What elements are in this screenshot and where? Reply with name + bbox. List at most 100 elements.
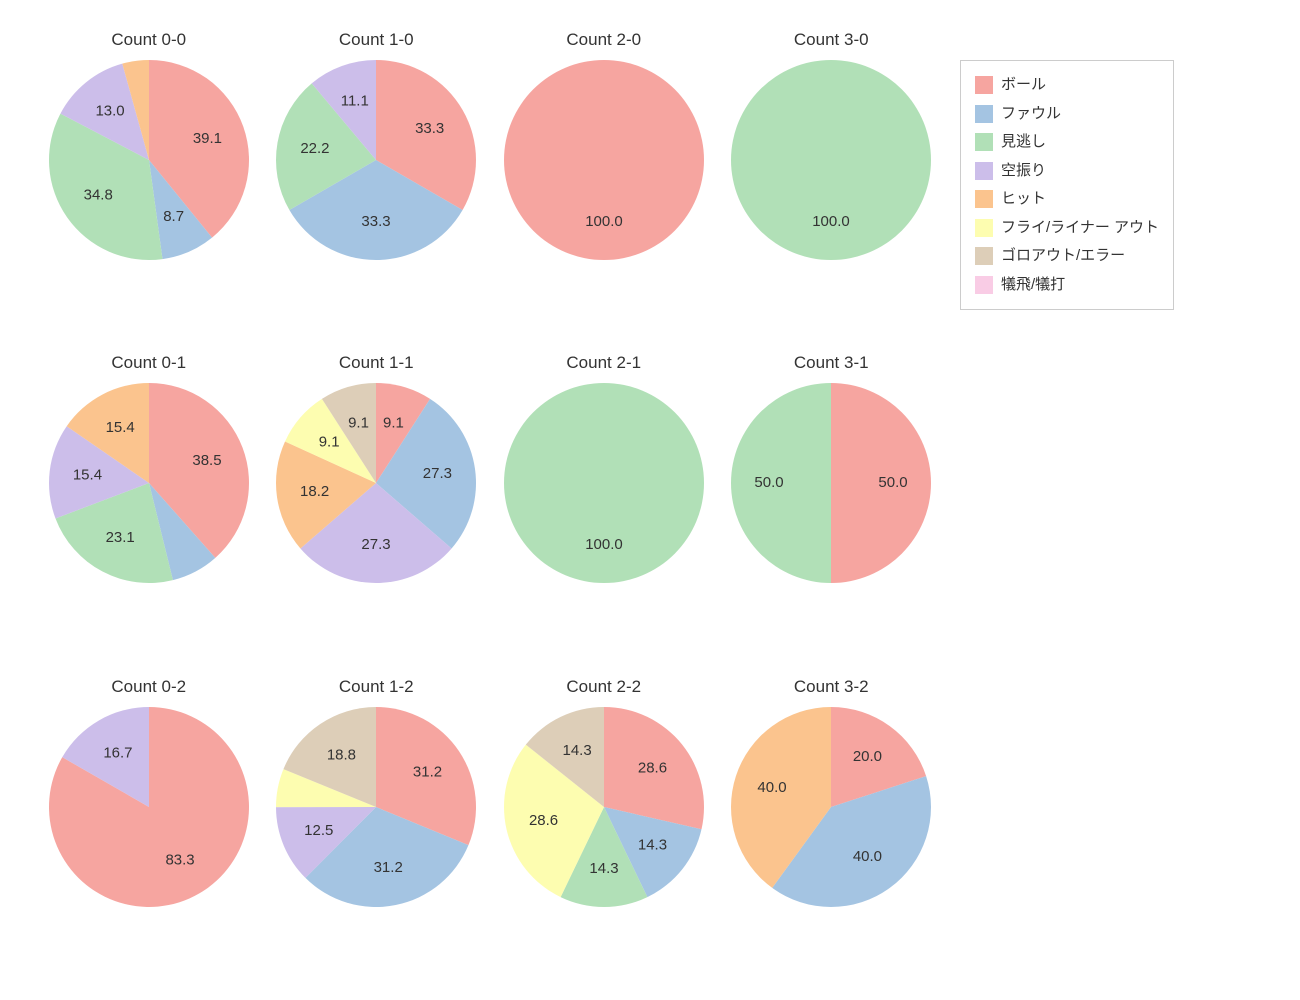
pie-chart: 100.0	[731, 60, 931, 260]
pie-panel: Count 0-283.316.7	[40, 667, 258, 980]
slice-label: 100.0	[812, 213, 850, 230]
legend-label: ヒット	[1001, 185, 1046, 214]
slice-label: 14.3	[589, 860, 618, 877]
legend-row: ヒット	[975, 185, 1159, 214]
pie-chart: 100.0	[504, 60, 704, 260]
slice-label: 27.3	[362, 536, 391, 553]
pie-chart: 39.1 8.7 34.8 13.0	[49, 60, 249, 260]
slice-label: 28.6	[638, 759, 667, 776]
pie-wrap: 100.0	[731, 60, 931, 260]
slice-label: 15.4	[105, 419, 134, 436]
legend-row: ボール	[975, 71, 1159, 100]
legend-label: 犠飛/犠打	[1001, 271, 1065, 300]
pie-wrap: 20.0 40.0 40.0	[731, 707, 931, 907]
slice-label: 50.0	[755, 474, 784, 491]
legend-swatch	[975, 162, 993, 180]
slice-label: 40.0	[853, 848, 882, 865]
panel-title: Count 2-1	[566, 353, 641, 373]
legend-swatch	[975, 276, 993, 294]
slice-label: 11.1	[341, 93, 369, 110]
legend-label: フライ/ライナー アウト	[1001, 214, 1159, 243]
legend-swatch	[975, 190, 993, 208]
legend-label: 空振り	[1001, 157, 1046, 186]
pie-panel: Count 3-220.040.040.0	[723, 667, 941, 980]
panel-title: Count 0-1	[111, 353, 186, 373]
pie-wrap: 39.1 8.7 34.8 13.0	[49, 60, 249, 260]
pie-panel: Count 2-0 100.0	[495, 20, 713, 333]
legend-row: 見逃し	[975, 128, 1159, 157]
pie-chart: 100.0	[504, 383, 704, 583]
slice-label: 16.7	[103, 744, 132, 761]
legend-label: ゴロアウト/エラー	[1001, 242, 1125, 271]
pie-panel: Count 3-0 100.0	[723, 20, 941, 333]
slice-label: 20.0	[853, 747, 882, 764]
slice-label: 22.2	[301, 140, 330, 157]
slice-label: 83.3	[165, 851, 194, 868]
pie-panel: Count 0-1 38.5 23.1 15.4 15.4	[40, 343, 258, 656]
slice-label: 50.0	[879, 474, 908, 491]
pie-chart: 83.3 16.7	[49, 707, 249, 907]
panel-title: Count 3-1	[794, 353, 869, 373]
slice-label: 33.3	[362, 213, 391, 230]
legend-row: ファウル	[975, 100, 1159, 129]
slice-label: 31.2	[374, 858, 403, 875]
pie-wrap: 38.5 23.1 15.4 15.4	[49, 383, 249, 583]
pie-wrap: 9.127.327.318.29.19.1	[276, 383, 476, 583]
pie-panel: Count 1-19.127.327.318.29.19.1	[268, 343, 486, 656]
slice-label: 9.1	[319, 434, 340, 451]
pie-chart: 50.0 50.0	[731, 383, 931, 583]
legend-label: 見逃し	[1001, 128, 1046, 157]
slice-label: 14.3	[562, 742, 591, 759]
pie-wrap: 100.0	[504, 60, 704, 260]
pie-panel: Count 2-228.614.314.328.614.3	[495, 667, 713, 980]
pie-wrap: 33.333.322.211.1	[276, 60, 476, 260]
pie-panel: Count 1-033.333.322.211.1	[268, 20, 486, 333]
slice-label: 9.1	[383, 415, 404, 432]
pie-slice	[731, 60, 931, 260]
slice-label: 12.5	[304, 821, 333, 838]
panel-title: Count 2-2	[566, 677, 641, 697]
legend-swatch	[975, 247, 993, 265]
panel-title: Count 1-0	[339, 30, 414, 50]
pie-panel: Count 3-1 50.0 50.0	[723, 343, 941, 656]
slice-label: 34.8	[83, 187, 112, 204]
pie-wrap: 100.0	[504, 383, 704, 583]
legend-label: ボール	[1001, 71, 1046, 100]
slice-label: 8.7	[163, 208, 184, 225]
legend-label: ファウル	[1001, 100, 1061, 129]
panel-title: Count 3-0	[794, 30, 869, 50]
slice-label: 13.0	[95, 103, 124, 120]
pie-wrap: 50.0 50.0	[731, 383, 931, 583]
pie-panel: Count 0-0 39.1 8.7 34.8 13.0	[40, 20, 258, 333]
legend-swatch	[975, 219, 993, 237]
slice-label: 18.2	[300, 483, 329, 500]
pie-grid: Count 0-039.18.734.813.0Count 1-033.333.…	[40, 20, 940, 980]
slice-label: 15.4	[73, 467, 102, 484]
slice-label: 38.5	[192, 452, 221, 469]
slice-label: 100.0	[585, 213, 623, 230]
panel-title: Count 2-0	[566, 30, 641, 50]
pie-chart: 38.5 23.1 15.4 15.4	[49, 383, 249, 583]
slice-label: 27.3	[423, 465, 452, 482]
slice-label: 100.0	[585, 536, 623, 553]
slice-label: 39.1	[193, 130, 222, 147]
legend-row: フライ/ライナー アウト	[975, 214, 1159, 243]
slice-label: 40.0	[758, 778, 787, 795]
legend: ボールファウル見逃し空振りヒットフライ/ライナー アウトゴロアウト/エラー犠飛/…	[960, 60, 1174, 310]
pie-chart: 33.333.322.211.1	[276, 60, 476, 260]
panel-title: Count 1-1	[339, 353, 414, 373]
slice-label: 23.1	[105, 529, 134, 546]
pie-slice	[504, 60, 704, 260]
panel-title: Count 0-0	[111, 30, 186, 50]
pie-wrap: 83.3 16.7	[49, 707, 249, 907]
pie-wrap: 28.614.314.328.614.3	[504, 707, 704, 907]
pie-chart: 28.614.314.328.614.3	[504, 707, 704, 907]
legend-swatch	[975, 133, 993, 151]
legend-swatch	[975, 105, 993, 123]
legend-row: 犠飛/犠打	[975, 271, 1159, 300]
pie-slice	[504, 383, 704, 583]
legend-row: 空振り	[975, 157, 1159, 186]
pie-chart: 20.0 40.0 40.0	[731, 707, 931, 907]
pie-chart: 9.127.327.318.29.19.1	[276, 383, 476, 583]
slice-label: 18.8	[327, 746, 356, 763]
